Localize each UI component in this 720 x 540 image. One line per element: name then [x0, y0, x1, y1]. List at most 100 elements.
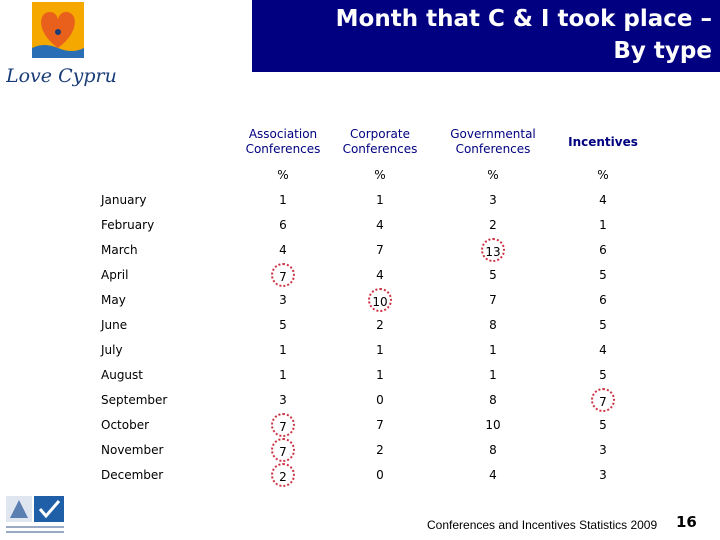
- header-corporate: Corporate Conferences: [342, 127, 418, 156]
- month-cell: February: [101, 217, 155, 232]
- value-cell: 1: [599, 217, 607, 232]
- month-by-type-table: Association Conferences Corporate Confer…: [95, 122, 655, 487]
- value-cell: 6: [279, 217, 287, 232]
- month-cell: September: [101, 392, 168, 407]
- value-cell: 1: [376, 342, 384, 357]
- empty-header-cell: [95, 122, 241, 162]
- empty-unit-cell: [95, 162, 241, 187]
- table-row: July 1 1 1 4: [95, 337, 655, 362]
- value-cell: 3: [599, 442, 607, 457]
- value-cell: 4: [599, 342, 607, 357]
- value-cell: 13: [435, 237, 551, 262]
- value-cell: 4: [599, 192, 607, 207]
- header-row: Association Conferences Corporate Confer…: [95, 122, 655, 162]
- checkmark-icon: [38, 500, 61, 519]
- table-row: March 4 7 13 6: [95, 237, 655, 262]
- value-cell: 6: [599, 292, 607, 307]
- value-cell: 1: [376, 192, 384, 207]
- value-cell: 4: [376, 267, 384, 282]
- unit-row: % % % %: [95, 162, 655, 187]
- month-cell: October: [101, 417, 150, 432]
- value-cell: 2: [376, 317, 384, 332]
- value-cell: 3: [279, 292, 287, 307]
- value-cell: 1: [489, 342, 497, 357]
- table-row: December 2 0 4 3: [95, 462, 655, 487]
- value-cell: 10: [325, 287, 435, 312]
- month-cell: December: [101, 467, 164, 482]
- logo-badge: [34, 496, 64, 522]
- month-cell: November: [101, 442, 164, 457]
- value-cell: 7: [376, 242, 384, 257]
- value-cell: 1: [279, 192, 287, 207]
- table-row: May 3 10 7 6: [95, 287, 655, 312]
- highlight-circle: 7: [271, 437, 295, 462]
- value-cell: 7: [241, 262, 325, 287]
- highlight-circle: 2: [271, 462, 295, 487]
- value-cell: 2: [241, 462, 325, 487]
- love-cyprus-logo: Love Cyprus: [6, 2, 116, 87]
- value-cell: 0: [376, 467, 384, 482]
- month-cell: August: [101, 367, 143, 382]
- logo-line: [6, 531, 64, 533]
- month-cell: April: [101, 267, 129, 282]
- value-cell: 3: [599, 467, 607, 482]
- logo-text: Love Cyprus: [6, 65, 116, 87]
- value-cell: 5: [599, 317, 607, 332]
- table-row: February 6 4 2 1: [95, 212, 655, 237]
- table-row: August 1 1 1 5: [95, 362, 655, 387]
- value-cell: 1: [279, 367, 287, 382]
- value-cell: 4: [279, 242, 287, 257]
- value-cell: 8: [489, 392, 497, 407]
- figure-icon: [55, 29, 61, 35]
- header-incentives: Incentives: [568, 134, 638, 149]
- value-cell: 8: [489, 442, 497, 457]
- slide-title-line2: By type: [613, 38, 712, 64]
- value-cell: 5: [489, 267, 497, 282]
- wave-icon: [32, 45, 84, 58]
- logo-line: [6, 526, 64, 528]
- highlight-circle: 7: [271, 412, 295, 437]
- page-number: 16: [676, 513, 697, 531]
- table-row: September 3 0 8 7: [95, 387, 655, 412]
- unit-cell: %: [487, 167, 499, 182]
- table-row: October 7 7 10 5: [95, 412, 655, 437]
- value-cell: 7: [241, 412, 325, 437]
- table-row: April 7 4 5 5: [95, 262, 655, 287]
- highlight-circle: 7: [591, 387, 615, 412]
- month-cell: June: [101, 317, 128, 332]
- table-row: November 7 2 8 3: [95, 437, 655, 462]
- month-cell: July: [101, 342, 123, 357]
- value-cell: 7: [489, 292, 497, 307]
- value-cell: 2: [376, 442, 384, 457]
- title-banner: Month that C & I took place – By type: [252, 0, 720, 72]
- value-cell: 10: [485, 417, 501, 432]
- value-cell: 1: [376, 367, 384, 382]
- month-cell: March: [101, 242, 138, 257]
- highlight-circle: 7: [271, 262, 295, 287]
- value-cell: 2: [489, 217, 497, 232]
- header-association: Association Conferences: [245, 127, 321, 156]
- value-cell: 8: [489, 317, 497, 332]
- month-cell: May: [101, 292, 126, 307]
- value-cell: 3: [489, 192, 497, 207]
- footer-text: Conferences and Incentives Statistics 20…: [427, 518, 658, 532]
- table-row: June 5 2 8 5: [95, 312, 655, 337]
- cyprus-tourism-logo: [6, 496, 64, 533]
- value-cell: 1: [489, 367, 497, 382]
- value-cell: 5: [599, 417, 607, 432]
- value-cell: 5: [599, 367, 607, 382]
- value-cell: 7: [551, 387, 655, 412]
- value-cell: 5: [599, 267, 607, 282]
- value-cell: 3: [279, 392, 287, 407]
- unit-cell: %: [597, 167, 609, 182]
- slide-title-line1: Month that C & I took place –: [335, 6, 712, 32]
- value-cell: 7: [376, 417, 384, 432]
- highlight-circle: 13: [481, 237, 505, 262]
- value-cell: 7: [241, 437, 325, 462]
- value-cell: 5: [279, 317, 287, 332]
- emblem-triangle-icon: [10, 500, 28, 518]
- value-cell: 0: [376, 392, 384, 407]
- value-cell: 4: [489, 467, 497, 482]
- month-cell: January: [101, 192, 147, 207]
- table-row: January 1 1 3 4: [95, 187, 655, 212]
